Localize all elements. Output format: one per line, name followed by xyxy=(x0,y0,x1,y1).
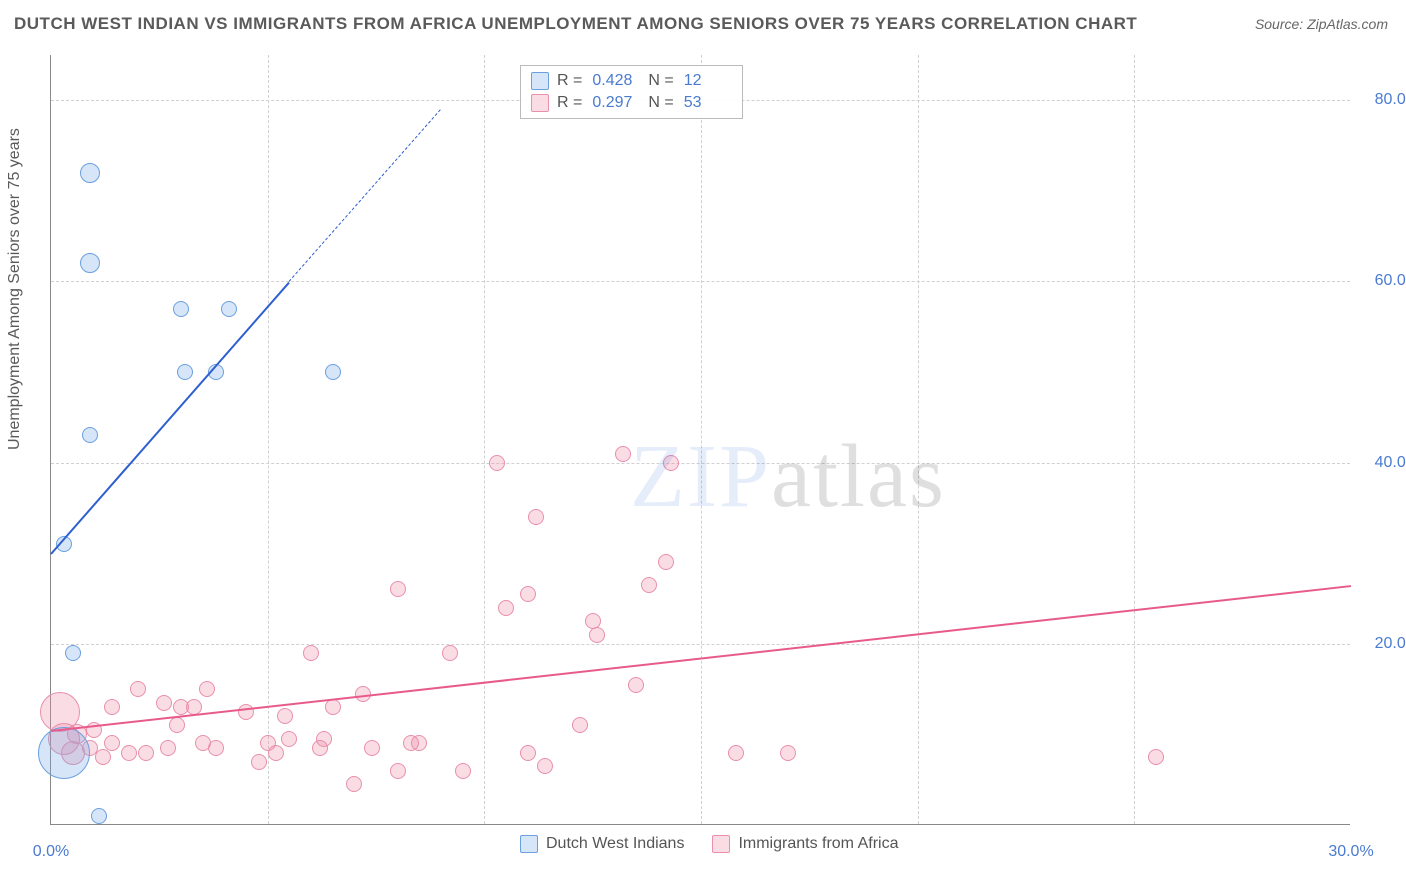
data-point-africa xyxy=(572,717,588,733)
x-tick-label: 30.0% xyxy=(1328,843,1373,861)
n-value-dutch: 12 xyxy=(684,72,732,90)
data-point-dutch xyxy=(82,427,98,443)
source-label: Source: ZipAtlas.com xyxy=(1255,16,1388,32)
legend-item-africa: Immigrants from Africa xyxy=(712,835,898,853)
data-point-africa xyxy=(520,745,536,761)
data-point-africa xyxy=(346,776,362,792)
y-tick-label: 80.0% xyxy=(1375,91,1406,109)
plot-area: 20.0%40.0%60.0%80.0%0.0%30.0% xyxy=(50,55,1350,825)
data-point-africa xyxy=(411,735,427,751)
data-point-africa xyxy=(641,577,657,593)
data-point-africa xyxy=(199,681,215,697)
data-point-africa xyxy=(95,749,111,765)
y-tick-label: 60.0% xyxy=(1375,272,1406,290)
legend-item-dutch: Dutch West Indians xyxy=(520,835,684,853)
data-point-africa xyxy=(663,455,679,471)
data-point-africa xyxy=(104,735,120,751)
data-point-africa xyxy=(658,554,674,570)
data-point-africa xyxy=(251,754,267,770)
correlation-chart: DUTCH WEST INDIAN VS IMMIGRANTS FROM AFR… xyxy=(0,0,1406,892)
r-label: R = xyxy=(557,94,582,112)
y-tick-label: 40.0% xyxy=(1375,454,1406,472)
x-tick-label: 0.0% xyxy=(33,843,69,861)
data-point-africa xyxy=(455,763,471,779)
gridline-v xyxy=(484,55,485,824)
legend-label-dutch: Dutch West Indians xyxy=(546,835,684,853)
legend-row-africa: R = 0.297 N = 53 xyxy=(531,92,732,114)
data-point-africa xyxy=(489,455,505,471)
data-point-africa xyxy=(277,708,293,724)
data-point-africa xyxy=(160,740,176,756)
data-point-dutch xyxy=(221,301,237,317)
data-point-africa xyxy=(780,745,796,761)
data-point-africa xyxy=(589,627,605,643)
data-point-africa xyxy=(303,645,319,661)
data-point-africa xyxy=(537,758,553,774)
data-point-dutch xyxy=(65,645,81,661)
data-point-africa xyxy=(498,600,514,616)
trend-line xyxy=(289,110,441,283)
legend-label-africa: Immigrants from Africa xyxy=(738,835,898,853)
data-point-dutch xyxy=(91,808,107,824)
data-point-dutch xyxy=(177,364,193,380)
y-axis-label: Unemployment Among Seniors over 75 years xyxy=(6,128,24,450)
data-point-africa xyxy=(615,446,631,462)
gridline-v xyxy=(701,55,702,824)
data-point-africa xyxy=(728,745,744,761)
data-point-africa xyxy=(169,717,185,733)
data-point-dutch xyxy=(38,727,90,779)
gridline-v xyxy=(268,55,269,824)
swatch-africa xyxy=(712,835,730,853)
data-point-africa xyxy=(130,681,146,697)
n-label: N = xyxy=(648,72,673,90)
plot-container: 20.0%40.0%60.0%80.0%0.0%30.0% ZIPatlas R… xyxy=(50,55,1350,825)
data-point-africa xyxy=(442,645,458,661)
swatch-dutch xyxy=(520,835,538,853)
data-point-africa xyxy=(364,740,380,756)
data-point-dutch xyxy=(80,163,100,183)
n-value-africa: 53 xyxy=(684,94,732,112)
trend-line xyxy=(50,282,290,555)
data-point-africa xyxy=(390,763,406,779)
data-point-africa xyxy=(208,740,224,756)
data-point-africa xyxy=(238,704,254,720)
data-point-africa xyxy=(390,581,406,597)
data-point-africa xyxy=(281,731,297,747)
swatch-dutch xyxy=(531,72,549,90)
y-tick-label: 20.0% xyxy=(1375,635,1406,653)
data-point-africa xyxy=(121,745,137,761)
r-value-africa: 0.297 xyxy=(592,94,640,112)
legend-row-dutch: R = 0.428 N = 12 xyxy=(531,70,732,92)
data-point-dutch xyxy=(173,301,189,317)
r-label: R = xyxy=(557,72,582,90)
data-point-africa xyxy=(138,745,154,761)
data-point-dutch xyxy=(325,364,341,380)
swatch-africa xyxy=(531,94,549,112)
n-label: N = xyxy=(648,94,673,112)
data-point-africa xyxy=(325,699,341,715)
data-point-africa xyxy=(1148,749,1164,765)
data-point-africa xyxy=(156,695,172,711)
data-point-africa xyxy=(316,731,332,747)
gridline-v xyxy=(918,55,919,824)
data-point-africa xyxy=(104,699,120,715)
correlation-legend: R = 0.428 N = 12 R = 0.297 N = 53 xyxy=(520,65,743,119)
series-legend: Dutch West Indians Immigrants from Afric… xyxy=(520,835,898,853)
data-point-africa xyxy=(528,509,544,525)
data-point-dutch xyxy=(80,253,100,273)
data-point-africa xyxy=(520,586,536,602)
data-point-africa xyxy=(628,677,644,693)
gridline-v xyxy=(1134,55,1135,824)
chart-title: DUTCH WEST INDIAN VS IMMIGRANTS FROM AFR… xyxy=(14,14,1137,34)
data-point-africa xyxy=(268,745,284,761)
r-value-dutch: 0.428 xyxy=(592,72,640,90)
